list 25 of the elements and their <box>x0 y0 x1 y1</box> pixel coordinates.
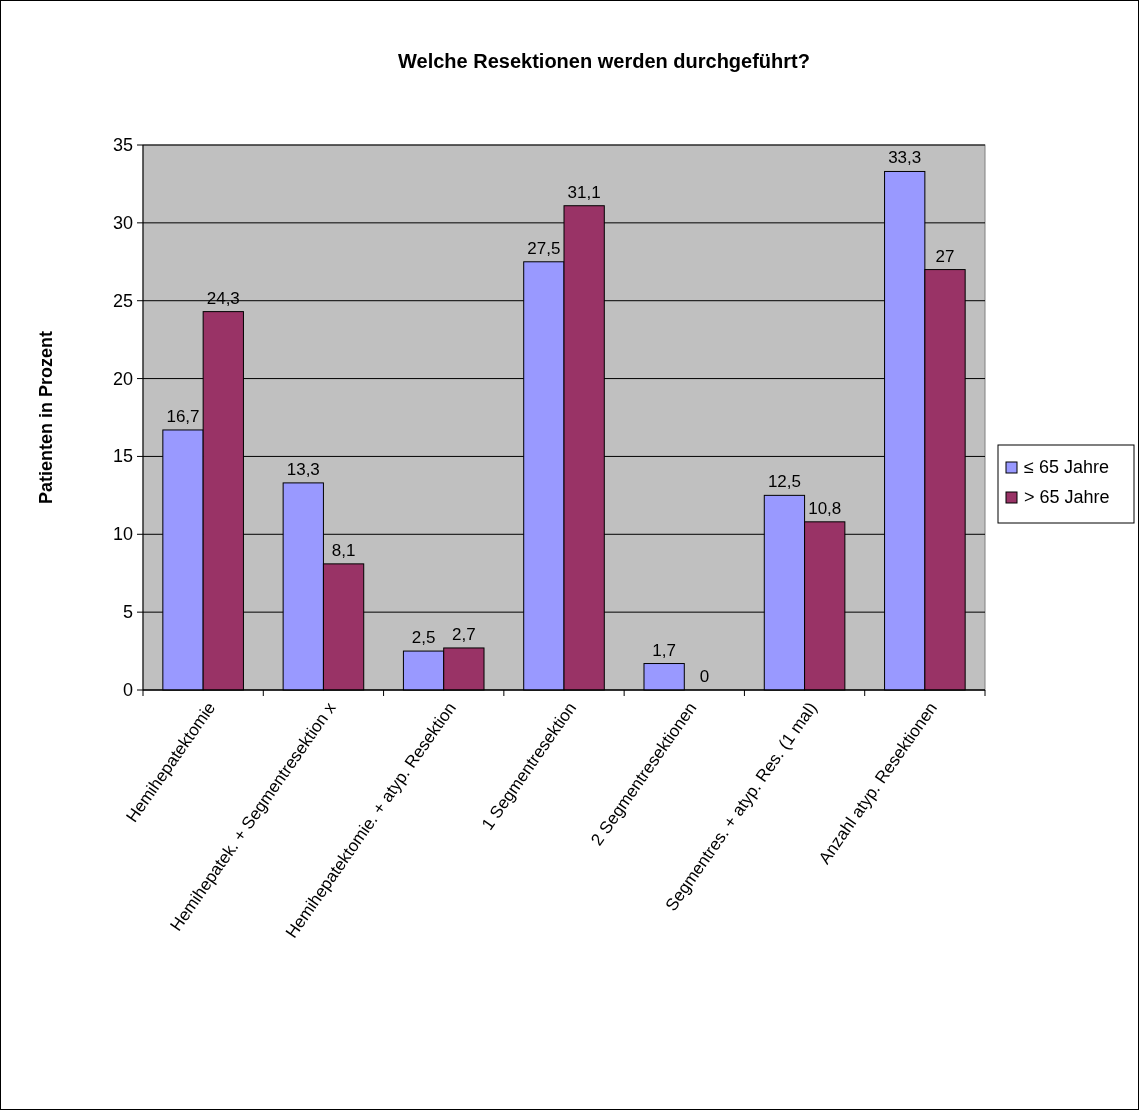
data-label: 12,5 <box>767 472 801 492</box>
y-tick-label: 20 <box>112 368 133 389</box>
data-label: 27,5 <box>527 238 561 258</box>
legend-label: > 65 Jahre <box>1024 487 1110 507</box>
chart-title: Welche Resektionen werden durchgeführt? <box>398 50 810 72</box>
y-tick-label: 30 <box>112 212 133 233</box>
data-label: 2,5 <box>411 628 436 648</box>
y-tick-label: 25 <box>112 290 133 311</box>
y-axis-title: Patienten in Prozent <box>36 330 56 505</box>
legend-label: ≤ 65 Jahre <box>1024 457 1109 477</box>
data-label: 2,7 <box>452 624 476 644</box>
y-tick-label: 15 <box>112 446 133 467</box>
data-label: 8,1 <box>331 540 356 560</box>
data-label: 27 <box>935 246 955 266</box>
y-tick-label: 10 <box>112 524 133 545</box>
y-tick-label: 5 <box>122 602 133 623</box>
data-label: 13,3 <box>286 459 320 479</box>
data-label: 1,7 <box>652 640 676 660</box>
data-label: 31,1 <box>567 182 601 202</box>
y-tick-label: 35 <box>112 135 133 155</box>
data-label: 10,8 <box>808 498 842 518</box>
data-label: 0 <box>699 667 710 686</box>
data-label: 33,3 <box>888 148 922 168</box>
data-label: 16,7 <box>166 406 200 426</box>
y-tick-label: 0 <box>122 680 133 700</box>
